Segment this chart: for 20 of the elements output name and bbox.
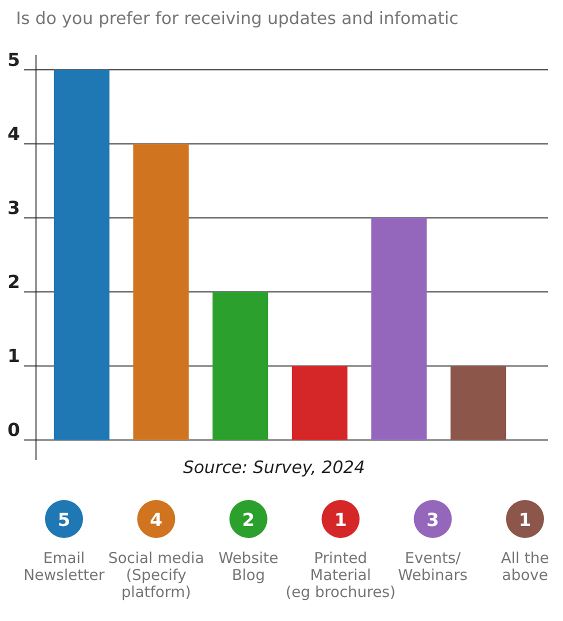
x-tick-label: All the above (501, 549, 549, 584)
x-tick-label: Printed Material (eg brochures) (286, 549, 396, 601)
y-tick-label: 5 (7, 50, 20, 71)
x-tick-label: Email Newsletter (23, 549, 106, 584)
x-tick-label: Events/ Webinars (398, 549, 468, 584)
y-tick-label: 1 (7, 346, 20, 367)
data-label: 1 (518, 510, 532, 531)
data-label: 1 (334, 510, 347, 531)
data-label: 2 (242, 510, 255, 531)
x-tick-label: Social media (Specify platform) (108, 549, 204, 601)
y-tick-label: 0 (7, 420, 20, 441)
x-tick-label: Website Blog (218, 549, 278, 584)
data-label: 3 (426, 510, 440, 531)
y-tick-label: 4 (7, 124, 20, 145)
source-note: Source: Survey, 2024 (183, 458, 365, 478)
data-label: 4 (150, 510, 162, 531)
chart-title: Is do you prefer for receiving updates and infomatic (16, 9, 458, 29)
y-tick-label: 2 (7, 272, 20, 293)
y-tick-label: 3 (7, 198, 20, 219)
data-label: 5 (58, 510, 70, 531)
